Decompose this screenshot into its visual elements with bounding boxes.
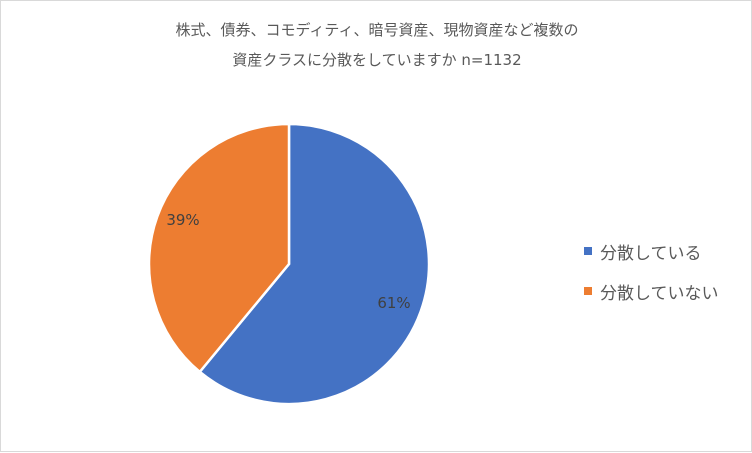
pie-data-label-0: 61%	[377, 294, 410, 312]
legend: 分散している 分散していない	[584, 231, 719, 311]
pie-slice-1	[147, 122, 291, 374]
legend-label-1: 分散していない	[600, 283, 719, 304]
legend-swatch-1	[584, 287, 592, 295]
chart-title: 株式、債券、コモディティ、暗号資産、現物資産など複数の 資産クラスに分散をしてい…	[1, 15, 752, 75]
chart-title-line-1: 株式、債券、コモディティ、暗号資産、現物資産など複数の	[175, 21, 579, 39]
pie-data-label-1: 39%	[166, 211, 199, 229]
legend-item-0: 分散している	[584, 231, 719, 271]
legend-item-1: 分散していない	[584, 271, 719, 311]
legend-label-0: 分散している	[600, 243, 702, 264]
chart-title-line-2: 資産クラスに分散をしていますか n=1132	[232, 51, 522, 69]
pie-slice-0	[197, 122, 431, 406]
legend-swatch-0	[584, 247, 592, 255]
